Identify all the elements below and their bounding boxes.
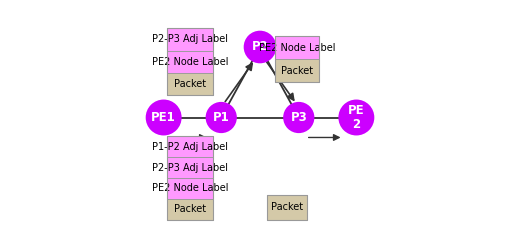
Bar (167, 51, 213, 73)
Text: P2-P3 Adj Label: P2-P3 Adj Label (152, 163, 228, 172)
Circle shape (245, 32, 275, 62)
Circle shape (340, 101, 373, 134)
Circle shape (206, 103, 236, 132)
Text: PE
2: PE 2 (348, 104, 365, 131)
Text: Packet: Packet (271, 202, 303, 212)
Bar (167, 178, 213, 199)
Bar (167, 199, 213, 220)
Text: P3: P3 (290, 111, 307, 124)
Circle shape (147, 101, 180, 134)
Bar (267, 195, 307, 220)
Bar (267, 195, 307, 220)
Bar (167, 28, 213, 51)
Text: P2: P2 (252, 40, 268, 54)
Bar (167, 28, 213, 95)
Bar (275, 59, 319, 82)
Text: PE2 Node Label: PE2 Node Label (259, 43, 335, 53)
Text: P1: P1 (213, 111, 230, 124)
Bar (167, 136, 213, 157)
Bar (167, 157, 213, 178)
Circle shape (284, 103, 314, 132)
Text: P2-P3 Adj Label: P2-P3 Adj Label (152, 34, 228, 44)
Bar (167, 73, 213, 95)
Text: PE2 Node Label: PE2 Node Label (152, 184, 228, 193)
Text: P1-P2 Adj Label: P1-P2 Adj Label (152, 142, 228, 152)
Bar (167, 136, 213, 220)
Text: PE2 Node Label: PE2 Node Label (152, 57, 228, 67)
Text: Packet: Packet (174, 79, 206, 89)
Text: PE1: PE1 (151, 111, 176, 124)
Bar (275, 36, 319, 59)
Text: Packet: Packet (281, 66, 313, 76)
Text: Packet: Packet (174, 204, 206, 214)
Bar (275, 36, 319, 82)
